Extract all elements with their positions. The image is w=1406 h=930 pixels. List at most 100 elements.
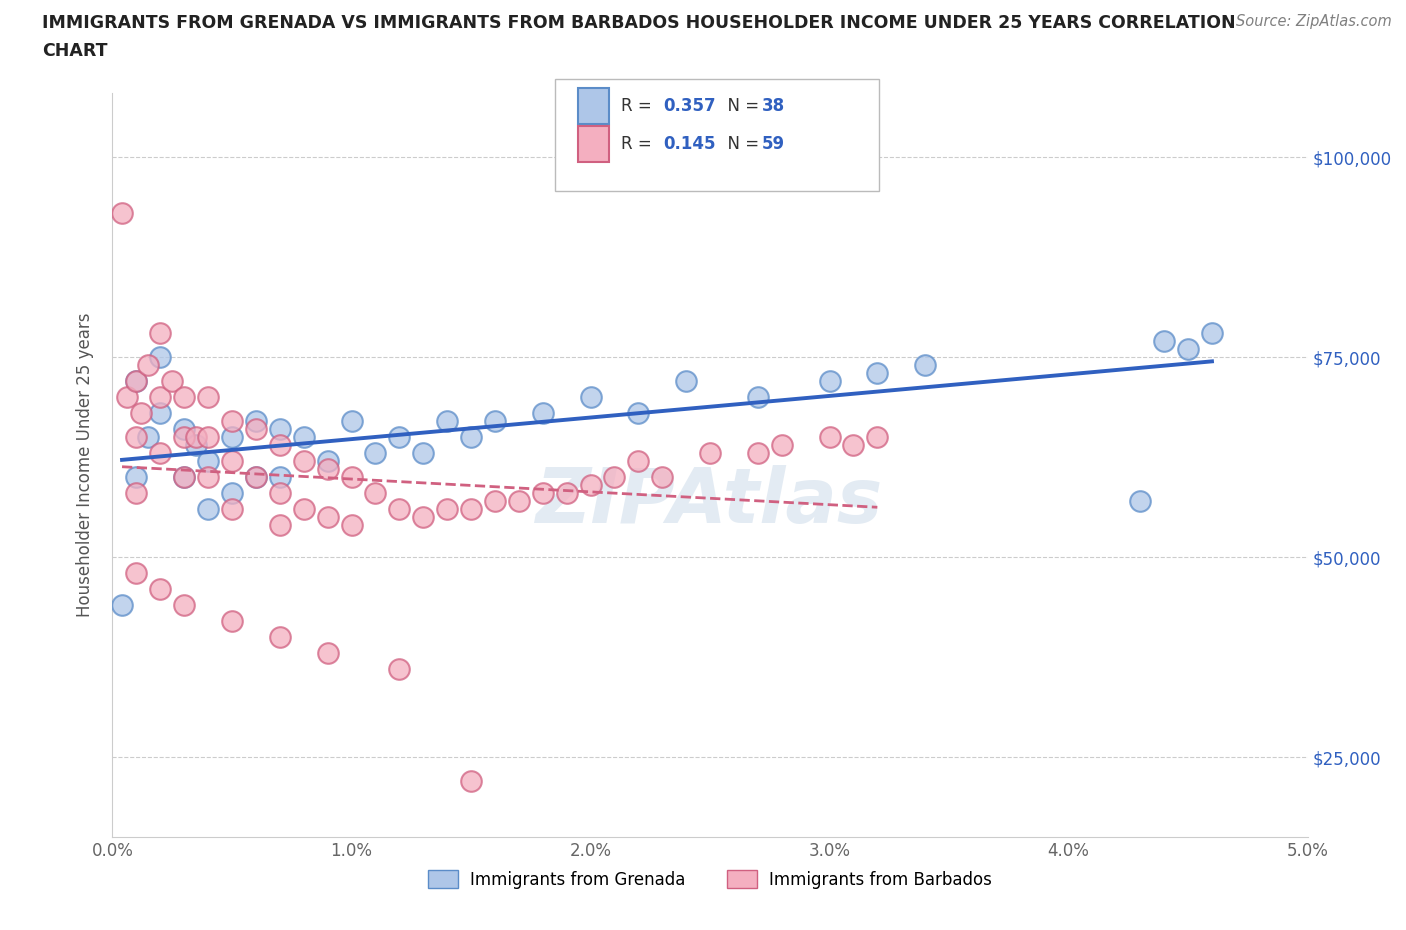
Point xyxy=(197,430,219,445)
Point xyxy=(173,421,195,436)
Point xyxy=(436,414,458,429)
Point xyxy=(221,485,243,500)
Point xyxy=(627,405,650,420)
Point xyxy=(197,390,219,405)
Point xyxy=(340,470,363,485)
Point xyxy=(125,374,148,389)
Text: Source: ZipAtlas.com: Source: ZipAtlas.com xyxy=(1236,14,1392,29)
Point xyxy=(388,501,411,516)
Point xyxy=(269,437,291,452)
Point xyxy=(197,454,219,469)
Text: CHART: CHART xyxy=(42,42,108,60)
Point xyxy=(149,581,172,596)
Point xyxy=(125,565,148,580)
Point xyxy=(508,494,530,509)
Point xyxy=(364,485,387,500)
Text: ZIPAtlas: ZIPAtlas xyxy=(536,465,884,539)
Point xyxy=(364,445,387,460)
Point xyxy=(292,501,315,516)
Point xyxy=(340,414,363,429)
Point xyxy=(245,414,267,429)
Text: 38: 38 xyxy=(762,97,785,115)
Point xyxy=(555,485,578,500)
Point xyxy=(269,421,291,436)
Point xyxy=(579,478,602,493)
Point xyxy=(388,661,411,676)
Point xyxy=(603,470,626,485)
Point xyxy=(316,461,339,476)
Point xyxy=(149,326,172,340)
Point xyxy=(316,510,339,525)
Point xyxy=(460,774,482,789)
Point xyxy=(340,518,363,533)
Point xyxy=(699,445,721,460)
Point xyxy=(269,630,291,644)
Point xyxy=(186,430,208,445)
Text: 0.145: 0.145 xyxy=(664,135,716,153)
Point xyxy=(269,518,291,533)
Point xyxy=(111,598,134,613)
Point xyxy=(675,374,697,389)
Point xyxy=(115,390,138,405)
Point xyxy=(173,430,195,445)
Point xyxy=(173,470,195,485)
Point xyxy=(173,598,195,613)
Point xyxy=(316,645,339,660)
Text: R =: R = xyxy=(621,135,658,153)
Point xyxy=(627,454,650,469)
Point xyxy=(197,501,219,516)
Point xyxy=(221,430,243,445)
Point xyxy=(162,374,183,389)
Point xyxy=(173,470,195,485)
Point xyxy=(914,357,936,372)
Point xyxy=(842,437,865,452)
Point xyxy=(770,437,793,452)
Point xyxy=(197,470,219,485)
Point xyxy=(269,485,291,500)
Point xyxy=(436,501,458,516)
Point xyxy=(460,430,482,445)
Point xyxy=(138,430,160,445)
Point xyxy=(388,430,411,445)
Point xyxy=(460,501,482,516)
Text: IMMIGRANTS FROM GRENADA VS IMMIGRANTS FROM BARBADOS HOUSEHOLDER INCOME UNDER 25 : IMMIGRANTS FROM GRENADA VS IMMIGRANTS FR… xyxy=(42,14,1236,32)
Point xyxy=(149,350,172,365)
Point xyxy=(747,445,769,460)
Point xyxy=(245,470,267,485)
Point xyxy=(221,414,243,429)
Point xyxy=(149,390,172,405)
Point xyxy=(125,430,148,445)
Point xyxy=(866,430,889,445)
Point xyxy=(412,445,434,460)
Point xyxy=(221,454,243,469)
Point xyxy=(138,357,160,372)
Point xyxy=(531,485,554,500)
Legend: Immigrants from Grenada, Immigrants from Barbados: Immigrants from Grenada, Immigrants from… xyxy=(422,864,998,896)
Point xyxy=(186,437,208,452)
Point xyxy=(292,454,315,469)
Point xyxy=(484,494,506,509)
Point xyxy=(125,470,148,485)
Point xyxy=(412,510,434,525)
Point xyxy=(747,390,769,405)
Point xyxy=(269,470,291,485)
Text: N =: N = xyxy=(717,135,765,153)
Point xyxy=(245,470,267,485)
Text: N =: N = xyxy=(717,97,765,115)
Point xyxy=(651,470,673,485)
Point xyxy=(818,374,841,389)
Point xyxy=(316,454,339,469)
Point xyxy=(1177,341,1199,356)
Point xyxy=(579,390,602,405)
Text: 0.357: 0.357 xyxy=(664,97,716,115)
Point xyxy=(221,614,243,629)
Point xyxy=(531,405,554,420)
Point xyxy=(484,414,506,429)
Point xyxy=(125,374,148,389)
Text: 59: 59 xyxy=(762,135,785,153)
Y-axis label: Householder Income Under 25 years: Householder Income Under 25 years xyxy=(76,312,94,618)
Text: R =: R = xyxy=(621,97,658,115)
Point xyxy=(173,390,195,405)
Point xyxy=(1201,326,1223,340)
Point xyxy=(149,445,172,460)
